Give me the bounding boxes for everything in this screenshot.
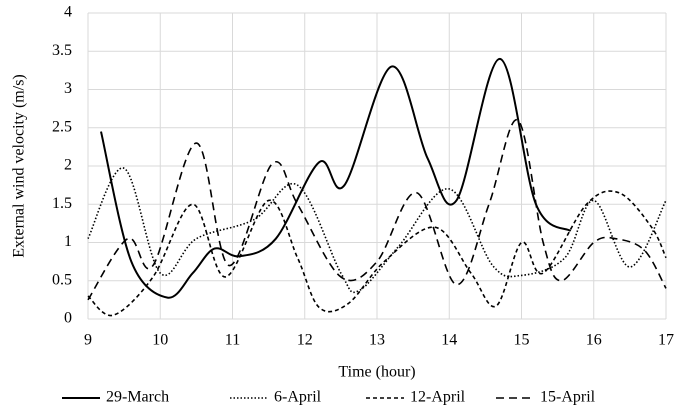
x-tick-label: 10 [152, 332, 168, 349]
legend-label: 29-March [106, 389, 169, 406]
y-tick-label: 0 [64, 310, 72, 327]
x-tick-label: 16 [586, 332, 602, 349]
y-axis-label: External wind velocity (m/s) [11, 74, 28, 258]
x-tick-label: 12 [297, 332, 313, 349]
x-tick-label: 13 [369, 332, 385, 349]
y-tick-label: 1 [64, 233, 72, 250]
x-tick-label: 14 [441, 332, 457, 349]
series-line [100, 57, 572, 299]
x-tick-label: 17 [658, 332, 674, 349]
y-tick-label: 3.5 [52, 42, 72, 59]
series-line [87, 119, 667, 301]
x-tick-label: 11 [225, 332, 240, 349]
y-tick-label: 2.5 [52, 118, 72, 135]
legend-label: 15-April [540, 389, 596, 406]
x-axis-label: Time (hour) [338, 364, 415, 381]
legend-label: 12-April [410, 389, 466, 406]
x-tick-label: 15 [514, 332, 530, 349]
legend-label: 6-April [274, 389, 322, 406]
series-line [87, 190, 667, 317]
y-tick-label: 4 [64, 4, 72, 21]
y-tick-label: 0.5 [52, 271, 72, 288]
y-tick-label: 1.5 [52, 195, 72, 212]
y-tick-label: 2 [64, 157, 72, 174]
x-tick-label: 9 [84, 332, 92, 349]
y-tick-label: 3 [64, 80, 72, 97]
